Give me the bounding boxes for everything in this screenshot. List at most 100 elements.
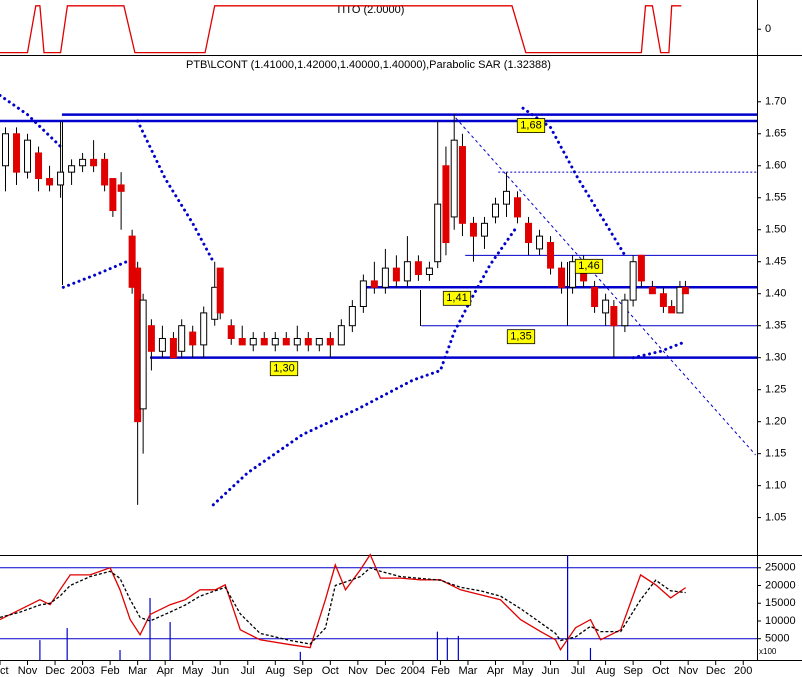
x-tick-label: Sep <box>623 665 643 677</box>
x-tick-label: Feb <box>101 665 120 677</box>
x-tick-label: Oct <box>0 665 9 677</box>
x-tick-label: Jun <box>211 665 229 677</box>
y-tick-label: 1.70 <box>765 96 786 108</box>
series-line <box>0 567 686 645</box>
candle-body <box>227 325 235 339</box>
candle-body <box>547 242 555 269</box>
y-tick-label: 1.10 <box>765 480 786 492</box>
candle-body <box>450 139 458 218</box>
candle-body <box>442 165 450 244</box>
candle-body <box>35 152 43 180</box>
x-tick-label: Dec <box>376 665 396 677</box>
sar-dots <box>0 93 687 507</box>
candle-body <box>337 325 345 346</box>
x-tick-label: Dec <box>706 665 726 677</box>
y-tick-label: 1.55 <box>765 192 786 204</box>
candle-body <box>200 312 208 346</box>
candle-body <box>414 261 422 276</box>
candle-body <box>326 337 334 346</box>
panel: 5000 10000 15000 20000 25000 Oct Nov Dec 2003 Feb… <box>0 553 796 677</box>
level-label: 1,41 <box>446 292 467 304</box>
x-tick-label: Apr <box>487 665 504 677</box>
candle-body <box>525 222 533 244</box>
x-tick-label: Nov <box>18 665 38 677</box>
candle-body <box>480 222 488 237</box>
candle-body <box>558 267 566 288</box>
y-tick-label: 1.35 <box>765 320 786 332</box>
series-line <box>0 553 687 651</box>
candle-body <box>13 133 21 173</box>
x-tick-label: 2003 <box>70 665 94 677</box>
x-tick-label: Aug <box>596 665 616 677</box>
axis-note: x100 <box>759 647 777 656</box>
y-tick-label: 1.25 <box>765 384 786 396</box>
candle-body <box>189 331 197 346</box>
x-tick-label: Oct <box>652 665 669 677</box>
x-tick-label: Nov <box>678 665 698 677</box>
level-label-box <box>269 361 299 377</box>
x-tick-label: Sep <box>293 665 313 677</box>
candle-body <box>238 337 246 346</box>
candle-body <box>359 280 367 307</box>
candle-body <box>169 337 177 359</box>
candle-body <box>403 261 411 282</box>
y-tick-label: 1.40 <box>765 288 786 300</box>
y-tick-label: 5000 <box>765 633 789 645</box>
candle-body <box>315 337 323 346</box>
frame <box>0 0 802 661</box>
candle-body <box>637 254 645 282</box>
y-tick-label: 1.30 <box>765 352 786 364</box>
y-tick-label: 1.60 <box>765 160 786 172</box>
y-tick-label: 1.05 <box>765 512 786 524</box>
candle-body <box>602 299 610 314</box>
candle-body <box>304 337 312 346</box>
candle-body <box>425 267 433 276</box>
y-tick-label: 1.65 <box>765 128 786 140</box>
candle-body <box>434 203 442 263</box>
candle-body <box>348 306 356 327</box>
level-label-box <box>516 118 546 133</box>
candle-body <box>536 235 544 250</box>
candle-body <box>629 261 637 301</box>
candle-body <box>90 158 98 167</box>
level-label: 1,68 <box>520 119 541 131</box>
candle-body <box>610 306 618 327</box>
candle-body <box>79 158 87 167</box>
level-label-box <box>574 258 604 274</box>
x-tick-label: Aug <box>265 665 285 677</box>
x-tick-label: May <box>182 665 203 677</box>
candle-body <box>109 178 117 212</box>
x-tick-label: Jul <box>571 665 585 677</box>
x-tick-label: Nov <box>348 665 368 677</box>
chart-title: TITO (2.0000) <box>336 4 405 16</box>
x-tick-label: Dec <box>45 665 65 677</box>
level-label: 1,30 <box>273 363 294 375</box>
candle-body <box>659 293 667 308</box>
x-tick-label: May <box>513 665 534 677</box>
candle-body <box>381 267 389 288</box>
candle-body <box>216 267 224 314</box>
candle-body <box>621 299 629 327</box>
chart-title: PTB\LCONT (1.41000,1.42000,1.40000,1.400… <box>186 59 551 71</box>
candle-body <box>503 190 511 205</box>
candle-body <box>68 165 76 173</box>
candle-body <box>469 222 477 237</box>
candle-body <box>293 337 301 346</box>
candle-body <box>24 139 32 173</box>
candle-body <box>392 267 400 282</box>
candle-body <box>57 171 65 186</box>
candle-body <box>569 261 577 288</box>
y-tick-label: 20000 <box>765 579 796 591</box>
candle-body <box>158 337 166 352</box>
y-tick-label: 1.50 <box>765 224 786 236</box>
candle-body <box>591 286 599 307</box>
candle-body <box>117 184 125 192</box>
level-label-box <box>506 329 536 345</box>
candle-body <box>514 197 522 218</box>
candle-body <box>282 337 290 346</box>
candle-body <box>648 286 656 295</box>
candle-body <box>676 286 684 314</box>
x-tick-label: 2004 <box>401 665 425 677</box>
candle-body <box>139 299 147 410</box>
